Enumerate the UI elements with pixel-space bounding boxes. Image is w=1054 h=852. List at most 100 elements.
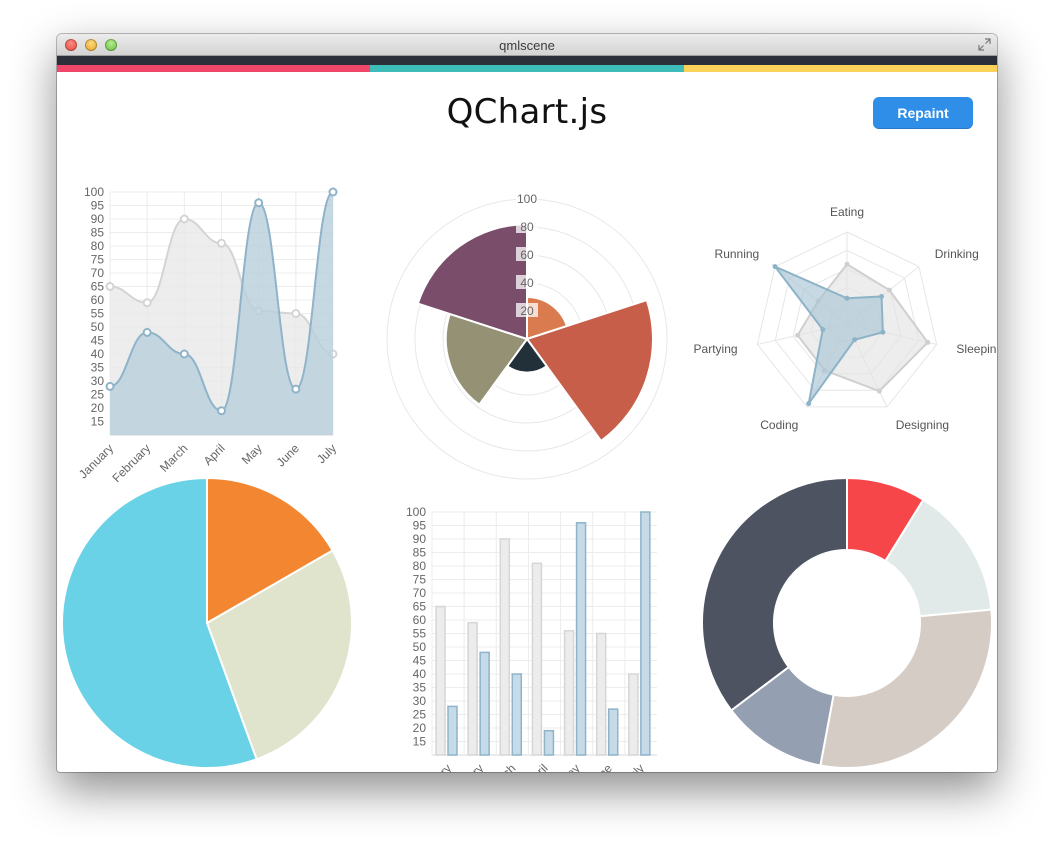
radar-ring: [756, 231, 938, 408]
tick-backdrop: [516, 191, 538, 205]
x-tick-label: July: [314, 441, 339, 466]
series-area: [110, 192, 333, 435]
data-point: [179, 349, 189, 359]
y-tick-label: 40: [413, 667, 427, 681]
r-tick-label: 20: [520, 304, 534, 318]
fullscreen-icon[interactable]: [978, 38, 991, 51]
zoom-button[interactable]: [105, 39, 117, 51]
radar-label: Eating: [830, 205, 864, 219]
x-tick-label: April: [201, 441, 228, 468]
title-bar: qmlscene: [57, 34, 997, 56]
radar-label: Designing: [896, 418, 949, 432]
y-tick-label: 100: [84, 185, 104, 199]
y-tick-label: 40: [91, 347, 105, 361]
data-point: [886, 287, 892, 293]
data-point: [254, 198, 264, 208]
close-button[interactable]: [65, 39, 77, 51]
bar: [499, 538, 511, 756]
data-point: [142, 298, 152, 308]
radar-label: Coding: [760, 418, 798, 432]
doughnut-segment: [701, 476, 848, 712]
polar-segment: [416, 223, 528, 341]
bar: [595, 632, 607, 756]
data-point: [291, 309, 301, 318]
y-tick-label: 85: [413, 546, 427, 560]
y-tick-label: 80: [413, 559, 427, 573]
doughnut-segment: [819, 608, 993, 769]
data-point: [291, 384, 301, 394]
y-tick-label: 75: [413, 573, 427, 587]
data-point: [217, 406, 226, 416]
minimize-button[interactable]: [85, 39, 97, 51]
bar: [575, 522, 587, 756]
y-tick-label: 20: [91, 401, 105, 415]
y-tick-label: 70: [91, 266, 105, 280]
line-chart: 1520253035404550556065707580859095100Jan…: [76, 185, 339, 485]
y-tick-label: 80: [91, 239, 105, 253]
y-tick-label: 25: [91, 388, 105, 402]
y-tick-label: 100: [406, 505, 426, 519]
data-point: [142, 327, 152, 337]
bar: [479, 651, 490, 756]
y-tick-label: 55: [91, 307, 105, 321]
y-tick-label: 70: [413, 586, 427, 600]
x-tick-label: May: [557, 761, 583, 772]
pie-slice: [61, 476, 258, 769]
polar-segment: [444, 312, 529, 407]
bar: [435, 605, 446, 756]
data-point: [876, 388, 882, 394]
page-title: QChart.js: [446, 92, 608, 132]
y-tick-label: 95: [91, 199, 105, 213]
pie-slice: [205, 549, 353, 761]
polar-segment: [525, 298, 654, 443]
tick-backdrop: [516, 303, 538, 317]
y-tick-label: 60: [413, 613, 427, 627]
y-tick-label: 25: [413, 708, 427, 722]
data-point: [844, 261, 850, 267]
series-line: [109, 191, 334, 412]
x-tick-label: June: [274, 441, 303, 470]
data-point: [772, 264, 778, 270]
y-tick-label: 20: [413, 721, 427, 735]
color-strip-red: [57, 65, 370, 72]
data-point: [328, 187, 338, 197]
repaint-button[interactable]: Repaint: [873, 97, 973, 129]
x-tick-label: June: [587, 761, 616, 772]
y-tick-label: 85: [91, 226, 105, 240]
color-strip-teal: [370, 65, 684, 72]
r-tick-label: 80: [520, 220, 534, 234]
y-tick-label: 15: [413, 735, 427, 749]
data-point: [844, 295, 850, 301]
y-tick-label: 95: [413, 519, 427, 533]
bar: [640, 511, 651, 756]
tick-backdrop: [516, 247, 538, 261]
y-tick-label: 30: [91, 374, 105, 388]
radar-label: Sleeping: [956, 342, 997, 356]
radar-label: Partying: [694, 342, 738, 356]
data-point: [795, 332, 801, 338]
radar-series: [771, 264, 884, 405]
y-tick-label: 50: [413, 640, 427, 654]
y-tick-label: 35: [413, 681, 427, 695]
window-title: qmlscene: [499, 38, 555, 53]
y-tick-label: 45: [91, 334, 105, 348]
x-tick-label: May: [239, 441, 265, 467]
y-tick-label: 90: [91, 212, 105, 226]
header-dark-strip: [57, 56, 997, 65]
y-tick-label: 50: [91, 320, 105, 334]
data-point: [105, 282, 115, 291]
bar: [607, 708, 619, 756]
bar: [543, 729, 555, 756]
bar: [531, 562, 543, 756]
y-tick-label: 65: [91, 280, 105, 294]
y-tick-label: 90: [413, 532, 427, 546]
data-point: [880, 329, 886, 335]
data-point: [820, 327, 826, 333]
r-tick-label: 40: [520, 276, 534, 290]
y-tick-label: 15: [91, 415, 105, 429]
polar-area-chart: 20 40 60 80 100: [386, 191, 668, 480]
x-tick-label: March: [157, 441, 190, 474]
y-tick-label: 60: [91, 293, 105, 307]
x-tick-label: January: [414, 761, 454, 772]
